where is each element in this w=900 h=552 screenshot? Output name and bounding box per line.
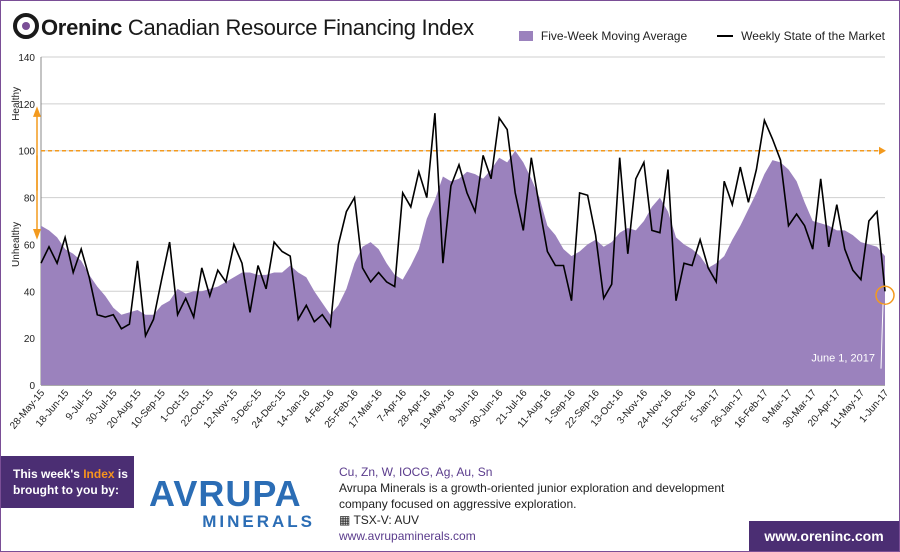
chart-plot: 0 20 40 60 80 100 120 140 Healthy Unhealthy 28-M… — [8, 53, 895, 432]
legend-area-swatch — [518, 31, 533, 41]
weekly-market-line — [40, 113, 886, 339]
title-text: Canadian Resource Financing Index — [122, 15, 474, 40]
y-tick-label: 120 — [18, 100, 35, 111]
sponsor-ticker: TSX-V: AUV — [353, 513, 420, 527]
sponsor-url-link[interactable]: www.avrupaminerals.com — [339, 529, 476, 543]
y-tick-label: 140 — [18, 53, 35, 64]
y-tick-label: 100 — [18, 147, 35, 158]
annotation-pointer — [880, 304, 884, 369]
y-tick-label: 0 — [29, 381, 35, 392]
up-arrow-icon — [33, 106, 41, 117]
legend-area-label: Five-Week Moving Average — [540, 29, 688, 43]
sponsor-desc-2: company focused on aggressive exploratio… — [339, 497, 577, 511]
legend-line-label: Weekly State of the Market — [741, 29, 885, 43]
y-tick-label: 60 — [24, 240, 36, 251]
down-arrow-icon — [33, 229, 41, 240]
sponsor-text: Cu, Zn, W, IOCG, Ag, Au, Sn Avrupa Miner… — [339, 464, 724, 544]
brand-name: Oreninc — [41, 15, 123, 40]
reference-arrow-icon — [879, 146, 886, 155]
avrupa-logo-top: AVRUPA — [149, 473, 302, 514]
sponsor-desc-1: Avrupa Minerals is a growth-oriented jun… — [339, 481, 725, 495]
legend: Five-Week Moving Average Weekly State of… — [518, 29, 885, 43]
sponsor-intro-2: brought to you by: — [13, 483, 119, 497]
healthy-unhealthy-axis: Healthy Unhealthy — [11, 87, 41, 267]
annotation-label: June 1, 2017 — [811, 353, 875, 365]
avrupa-logo-bottom: MINERALS — [202, 512, 315, 531]
sponsor-index-word: Index — [83, 467, 115, 481]
healthy-label: Healthy — [11, 87, 22, 121]
sponsor-intro-box: This week's Index is brought to you by: — [1, 456, 134, 508]
chart-title: Oreninc Canadian Resource Financing Inde… — [41, 15, 474, 41]
annotation: June 1, 2017 — [811, 285, 895, 369]
oreninc-site-link[interactable]: www.oreninc.com — [749, 521, 899, 551]
moving-average-area — [41, 150, 885, 385]
y-tick-label: 80 — [24, 194, 36, 205]
highlight-circle-icon — [875, 285, 895, 306]
header: Oreninc Canadian Resource Financing Inde… — [1, 1, 899, 53]
unhealthy-label: Unhealthy — [11, 222, 22, 267]
sponsor-ticker-row: ▦ TSX-V: AUV — [339, 512, 724, 528]
chart-icon: ▦ — [339, 513, 354, 527]
y-tick-label: 40 — [24, 287, 36, 298]
footer: This week's Index is brought to you by: … — [1, 456, 899, 551]
sponsor-intro-1: This week's — [13, 467, 84, 481]
sponsor-intro-1b: is — [114, 467, 128, 481]
oreninc-logo-icon — [13, 13, 39, 39]
y-tick-label: 20 — [24, 334, 36, 345]
avrupa-logo: AVRUPA MINERALS — [149, 476, 319, 536]
legend-line-swatch — [717, 35, 734, 37]
sponsor-metals: Cu, Zn, W, IOCG, Ag, Au, Sn — [339, 465, 493, 479]
x-axis: 28-May-1518-Jun-159-Jul-1530-Jul-1520-Au… — [8, 388, 891, 432]
